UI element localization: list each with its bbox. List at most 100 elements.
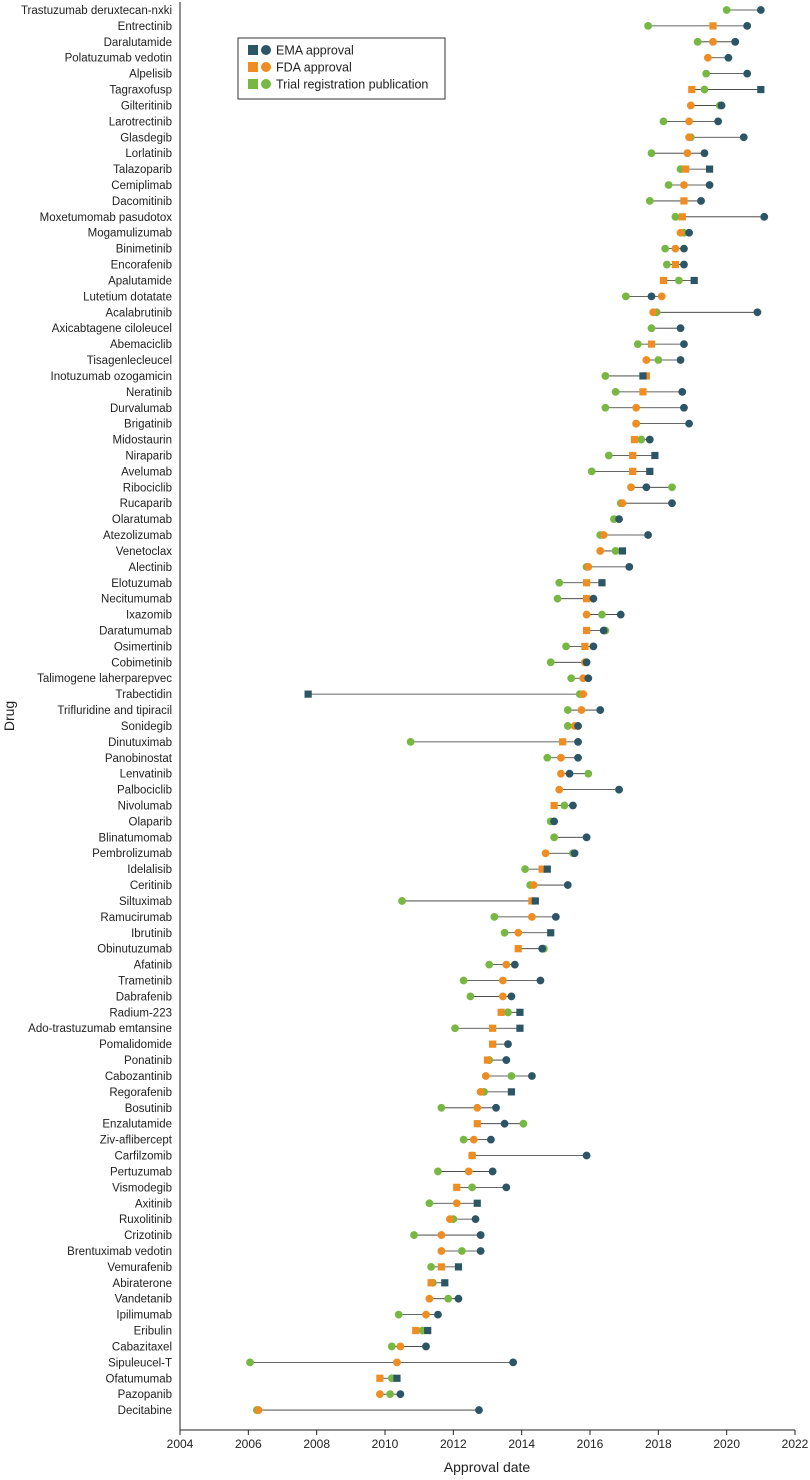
ema-marker-radium-223 xyxy=(516,1008,524,1016)
trial-marker-durvalumab xyxy=(601,403,610,412)
drug-label-vemurafenib: Vemurafenib xyxy=(107,1262,172,1274)
drug-label-dinutuximab: Dinutuximab xyxy=(108,737,172,749)
drug-label-durvalumab: Durvalumab xyxy=(110,403,172,415)
drug-label-larotrectinib: Larotrectinib xyxy=(109,116,172,128)
trial-marker-cobimetinib xyxy=(546,658,555,667)
drug-label-dabrafenib: Dabrafenib xyxy=(116,991,172,1003)
fda-marker-ceritinib xyxy=(529,881,538,889)
drug-label-avelumab: Avelumab xyxy=(121,466,172,478)
fda-marker-ruxolitinib xyxy=(446,1215,454,1224)
ema-marker-obinutuzumab xyxy=(538,944,547,953)
fda-marker-pertuzumab xyxy=(464,1167,473,1176)
fda-marker-glasdegib xyxy=(685,133,693,142)
trial-marker-nivolumab xyxy=(560,801,569,810)
drug-label-decitabine: Decitabine xyxy=(118,1405,172,1417)
ema-marker-binimetinib xyxy=(680,244,688,253)
ema-marker-axicabtagene-ciloleucel xyxy=(676,324,685,333)
fda-marker-trabectidin xyxy=(579,690,588,699)
drug-label-tisagenlecleucel: Tisagenlecleucel xyxy=(87,355,172,367)
drug-label-siltuximab: Siltuximab xyxy=(119,896,172,908)
trial-marker-trifluridine-and-tipiracil xyxy=(563,706,572,714)
ema-marker-necitumumab xyxy=(589,594,598,603)
trial-marker-enzalutamide xyxy=(519,1119,528,1128)
fda-marker-niraparib xyxy=(629,451,637,460)
drug-label-lutetium-dotatate: Lutetium dotatate xyxy=(83,291,172,303)
legend-circle-fda xyxy=(261,62,271,72)
drug-label-idelalisib: Idelalisib xyxy=(127,864,172,876)
fda-marker-enzalutamide xyxy=(473,1120,481,1128)
fda-marker-ibrutinib xyxy=(514,928,523,937)
fda-marker-dacomitinib xyxy=(680,197,688,205)
ema-marker-larotrectinib xyxy=(714,117,723,126)
fda-marker-pembrolizumab xyxy=(541,849,550,858)
trial-marker-bosutinib xyxy=(437,1103,446,1112)
ema-marker-pertuzumab xyxy=(488,1167,497,1176)
trial-marker-ipilimumab xyxy=(394,1310,403,1319)
trial-marker-ixazomib xyxy=(598,610,606,619)
trial-marker-daralutamide xyxy=(693,37,702,46)
drug-label-radium-223: Radium-223 xyxy=(109,1007,172,1019)
trial-marker-elotuzumab xyxy=(555,578,564,587)
fda-marker-vemurafenib xyxy=(437,1263,445,1271)
legend-label-fda: FDA approval xyxy=(276,61,352,75)
fda-marker-afatinib xyxy=(502,960,511,969)
drug-label-elotuzumab: Elotuzumab xyxy=(111,578,172,590)
ema-marker-ceritinib xyxy=(563,881,572,889)
drug-label-ceritinib: Ceritinib xyxy=(130,880,172,892)
ema-marker-acalabrutinib xyxy=(753,308,762,317)
fda-marker-ziv-aflibercept xyxy=(469,1135,478,1144)
fda-marker-tisagenlecleucel xyxy=(642,356,651,364)
fda-marker-elotuzumab xyxy=(582,579,591,587)
fda-marker-lorlatinib xyxy=(683,149,692,158)
legend-circle-ema xyxy=(261,45,271,55)
drug-label-axitinib: Axitinib xyxy=(135,1198,172,1210)
ema-marker-crizotinib xyxy=(476,1231,485,1239)
trial-marker-vismodegib xyxy=(468,1183,477,1192)
fda-marker-cemiplimab xyxy=(680,181,688,189)
fda-marker-regorafenib xyxy=(476,1087,485,1096)
ema-marker-trametinib xyxy=(536,976,545,985)
ema-marker-trabectidin xyxy=(304,690,312,698)
ema-marker-ixazomib xyxy=(616,610,625,619)
trial-marker-inotuzumab-ozogamicin xyxy=(601,372,610,380)
drug-label-abemaciclib: Abemaciclib xyxy=(110,339,172,351)
fda-marker-ramucirumab xyxy=(528,912,536,921)
ema-marker-abemaciclib xyxy=(680,340,688,349)
trial-marker-avelumab xyxy=(587,467,596,476)
trial-marker-trastuzumab-deruxtecan-nxki xyxy=(722,6,731,14)
fda-marker-pazopanib xyxy=(375,1390,384,1399)
drug-label-niraparib: Niraparib xyxy=(125,450,172,462)
fda-marker-entrectinib xyxy=(709,22,717,30)
x-tick-label-2006: 2006 xyxy=(235,1437,262,1451)
drug-label-blinatumomab: Blinatumomab xyxy=(98,832,172,844)
drug-label-cemiplimab: Cemiplimab xyxy=(111,180,172,192)
drug-label-pertuzumab: Pertuzumab xyxy=(110,1166,172,1178)
ema-marker-alpelisib xyxy=(743,69,752,78)
trial-marker-panobinostat xyxy=(543,753,552,762)
fda-marker-osimertinib xyxy=(581,642,589,650)
trial-marker-lorlatinib xyxy=(647,149,656,158)
ema-marker-panobinostat xyxy=(574,753,582,762)
drug-label-talimogene-laherparepvec: Talimogene laherparepvec xyxy=(37,673,172,685)
ema-marker-gilteritinib xyxy=(717,101,726,110)
drug-label-bosutinib: Bosutinib xyxy=(125,1103,172,1115)
drug-label-panobinostat: Panobinostat xyxy=(105,753,173,765)
fda-marker-neratinib xyxy=(639,388,647,396)
drug-label-daralutamide: Daralutamide xyxy=(104,37,172,49)
fda-marker-pomalidomide xyxy=(489,1040,497,1048)
trial-marker-niraparib xyxy=(604,451,613,460)
drug-label-glasdegib: Glasdegib xyxy=(120,132,172,144)
drug-label-cabazitaxel: Cabazitaxel xyxy=(112,1341,172,1353)
ema-marker-ruxolitinib xyxy=(471,1215,480,1224)
drug-label-regorafenib: Regorafenib xyxy=(109,1087,172,1099)
ema-marker-talimogene-laherparepvec xyxy=(584,674,593,683)
ema-marker-ziv-aflibercept xyxy=(487,1135,495,1144)
trial-marker-dabrafenib xyxy=(466,992,475,1001)
drug-label-trabectidin: Trabectidin xyxy=(116,689,172,701)
ema-marker-neratinib xyxy=(678,387,687,396)
ema-marker-decitabine xyxy=(475,1406,483,1414)
drug-label-moxetumomab-pasudotox: Moxetumomab pasudotox xyxy=(40,212,173,224)
fda-marker-gilteritinib xyxy=(686,101,695,110)
drug-label-inotuzumab-ozogamicin: Inotuzumab ozogamicin xyxy=(51,371,172,383)
drug-label-pembrolizumab: Pembrolizumab xyxy=(92,848,172,860)
